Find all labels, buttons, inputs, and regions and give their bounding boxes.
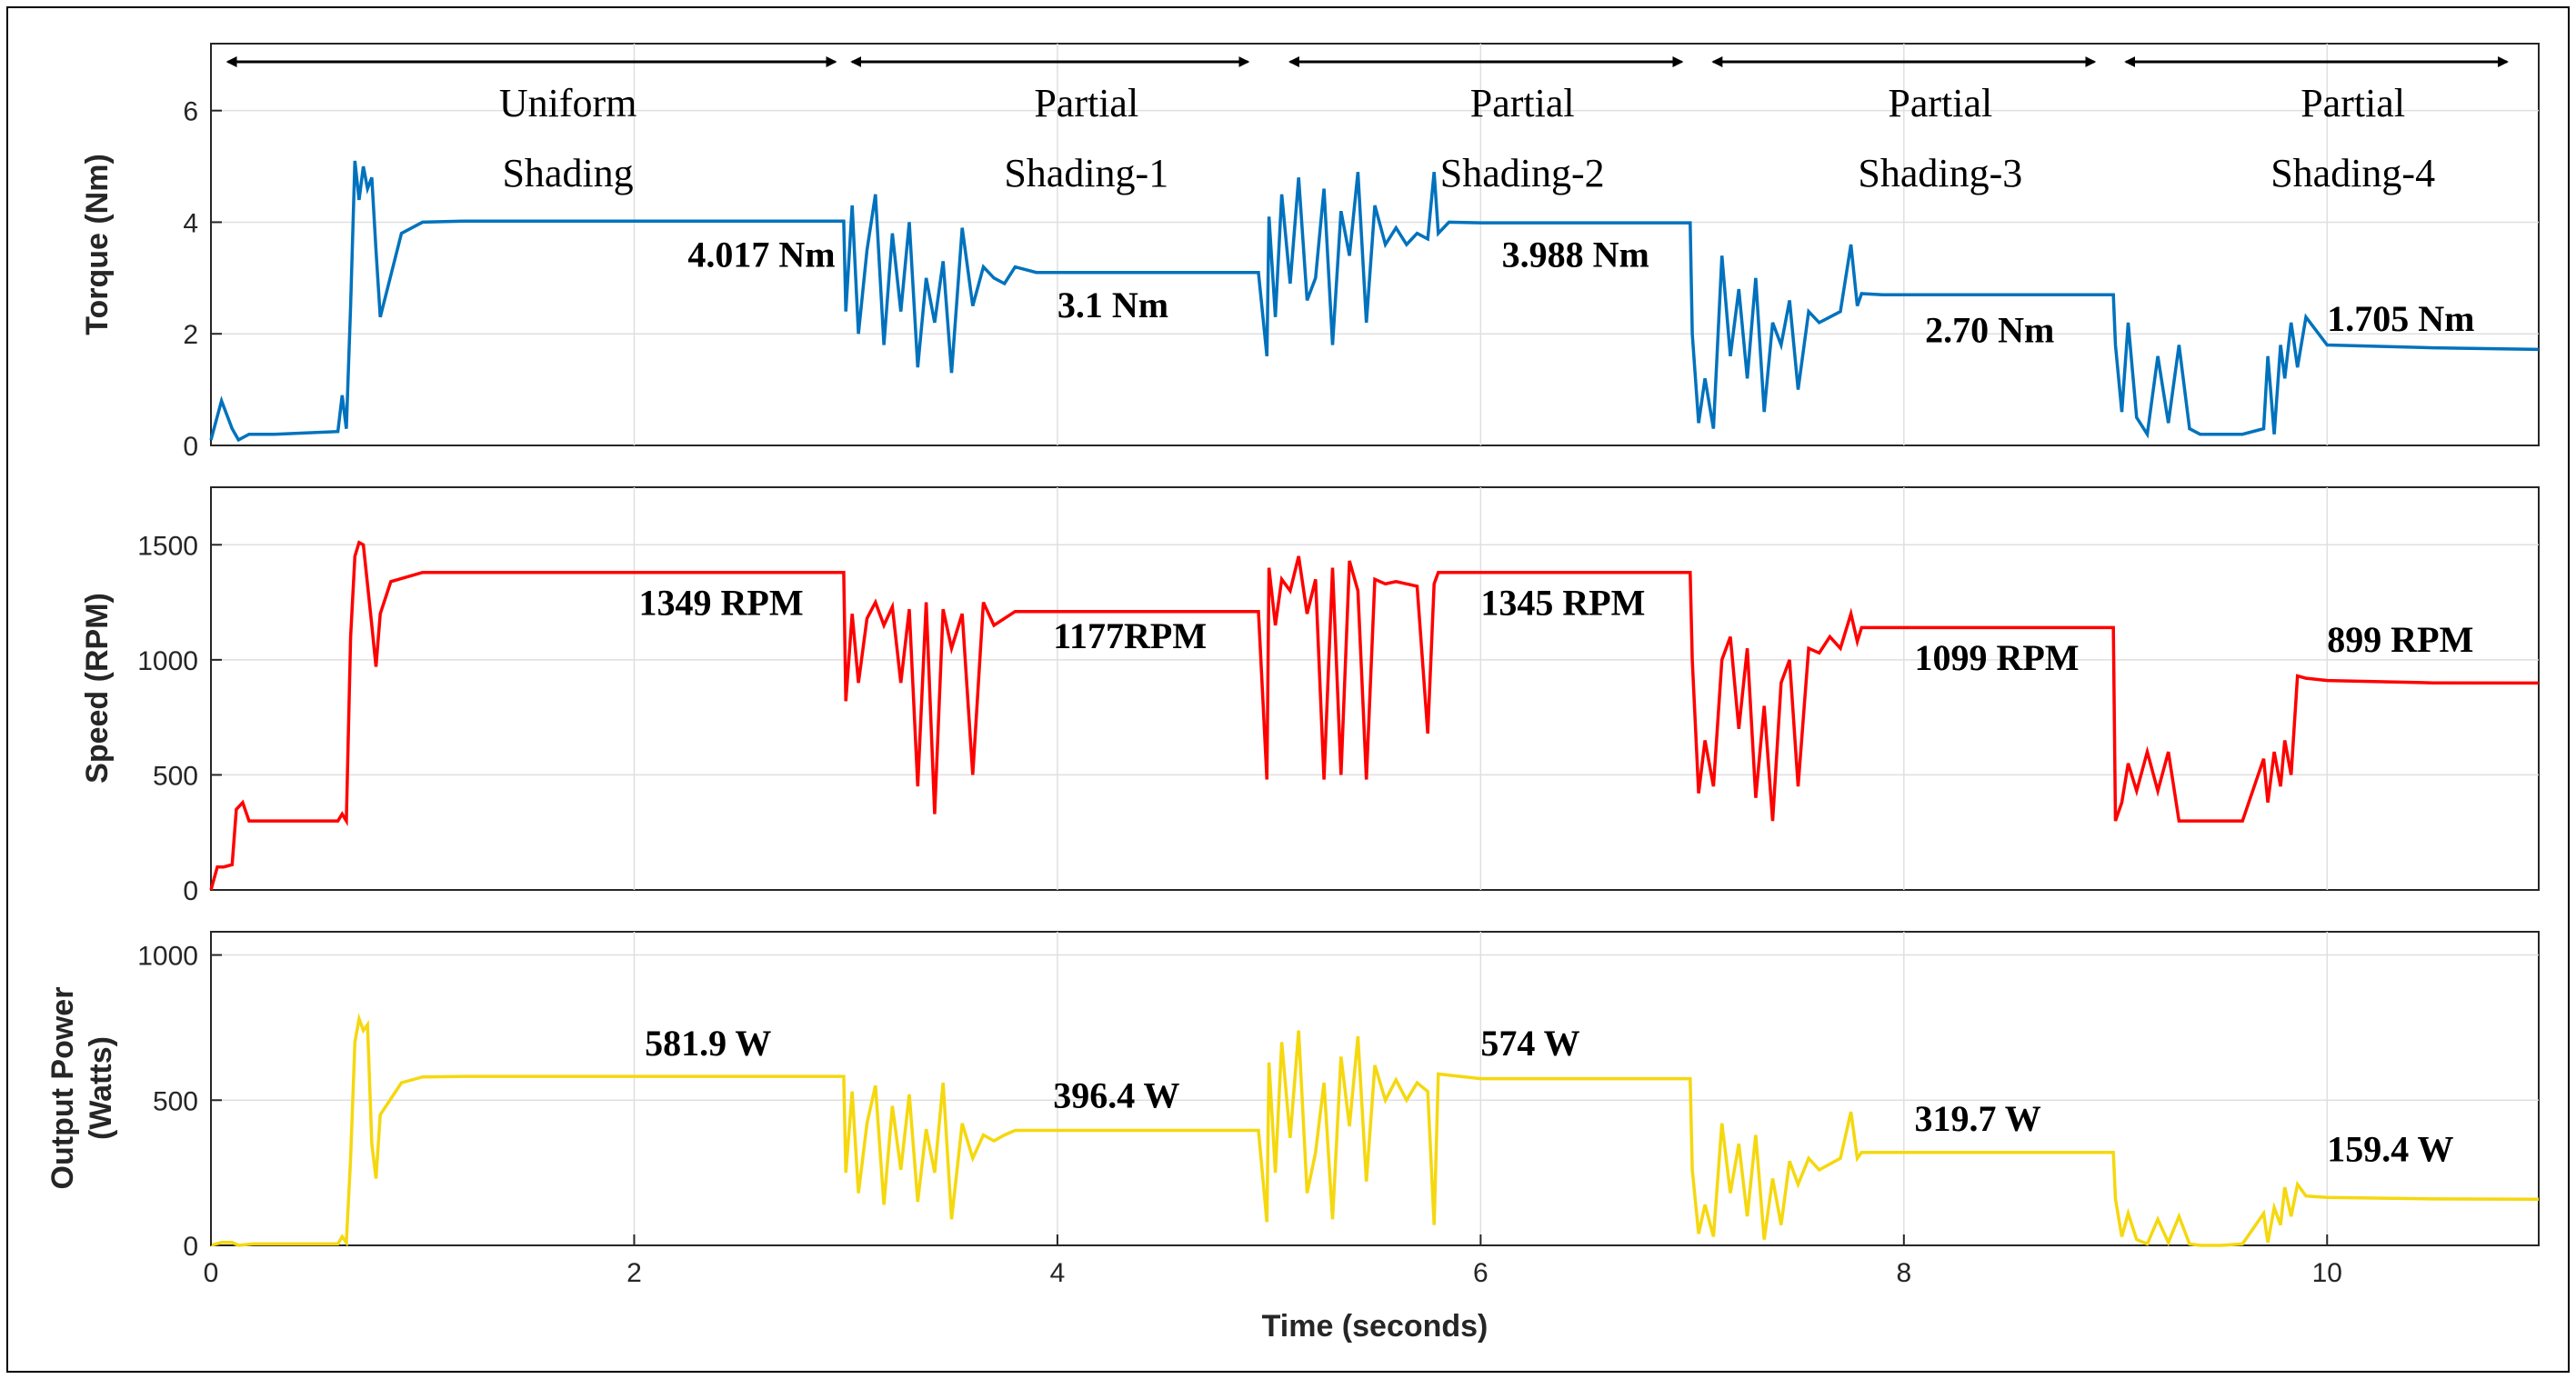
speed-value-annotation: 1349 RPM: [639, 582, 804, 623]
speed-value-annotation: 899 RPM: [2327, 619, 2473, 660]
power-axes: [210, 931, 2540, 1246]
x-axis-ticks: 0 2 4 6 8 10: [204, 1234, 2342, 1288]
x-tick-label: 6: [1473, 1258, 1488, 1288]
torque-value-annotation: 1.705 Nm: [2327, 298, 2474, 339]
x-tick-label: 2: [626, 1258, 642, 1288]
segment-label-line1: Partial: [2300, 81, 2405, 125]
speed-value-annotation: 1177RPM: [1053, 615, 1207, 656]
speed-y-tick-label: 0: [183, 876, 198, 906]
power-annotations: 581.9 W 396.4 W 574 W 319.7 W 159.4 W: [645, 1023, 2453, 1170]
torque-value-annotation: 3.988 Nm: [1502, 235, 1649, 275]
power-value-annotation: 396.4 W: [1053, 1074, 1179, 1115]
power-value-annotation: 319.7 W: [1914, 1098, 2040, 1139]
speed-value-annotation: 1345 RPM: [1480, 582, 1645, 623]
speed-y-tick-label: 1500: [137, 531, 198, 561]
x-tick-label: 0: [204, 1258, 219, 1288]
segment-arrows: Uniform Shading Partial Shading-1 Partial Sha…: [226, 56, 2510, 195]
speed-value-annotation: 1099 RPM: [1914, 637, 2079, 678]
x-tick-label: 8: [1896, 1258, 1911, 1288]
x-axis-label: Time (seconds): [1262, 1309, 1488, 1344]
torque-series-line: [209, 160, 2540, 443]
speed-gridlines: [211, 487, 2539, 890]
torque-value-annotation: 3.1 Nm: [1057, 285, 1168, 325]
torque-annotations: 4.017 Nm 3.1 Nm 3.988 Nm 2.70 Nm 1.705 Nm: [687, 235, 2474, 351]
torque-value-annotation: 2.70 Nm: [1925, 309, 2054, 350]
power-panel: 0 500 1000 581.9 W 396.4 W 574 W 319.7 W 159.4…: [45, 931, 2540, 1262]
torque-y-ticks: 0 2 4 6: [183, 97, 222, 462]
segment-label-line2: Shading-1: [1004, 151, 1168, 195]
torque-panel: Uniform Shading Partial Shading-1 Partial Sha…: [80, 43, 2540, 462]
power-y-label-line2: (Watts): [84, 1036, 118, 1140]
torque-y-tick-label: 6: [183, 97, 198, 127]
segment-label-line2: Shading-2: [1440, 151, 1605, 195]
power-value-annotation: 574 W: [1480, 1023, 1579, 1064]
power-value-annotation: 581.9 W: [645, 1023, 771, 1064]
power-value-annotation: 159.4 W: [2327, 1128, 2453, 1169]
segment-label-line1: Partial: [1034, 81, 1138, 125]
torque-y-tick-label: 0: [183, 432, 198, 462]
speed-y-ticks: 0 500 1000 1500: [137, 531, 222, 906]
segment-label-line1: Partial: [1470, 81, 1575, 125]
power-y-label-line1: Output Power: [45, 987, 80, 1190]
power-y-tick-label: 0: [183, 1232, 198, 1262]
segment-label-line1: Uniform: [499, 81, 637, 125]
power-gridlines: [211, 932, 2539, 1245]
torque-value-annotation: 4.017 Nm: [687, 235, 835, 275]
segment-label-line2: Shading-4: [2270, 151, 2435, 195]
segment-label-line2: Shading: [502, 151, 633, 195]
power-y-tick-label: 500: [153, 1086, 198, 1116]
x-tick-label: 4: [1050, 1258, 1066, 1288]
speed-series-line: [209, 540, 2540, 891]
power-series-line: [210, 1013, 2540, 1247]
power-y-ticks: 0 500 1000: [137, 942, 222, 1262]
torque-y-tick-label: 4: [183, 208, 198, 238]
x-tick-label: 10: [2312, 1258, 2342, 1288]
speed-y-tick-label: 500: [153, 761, 198, 791]
segment-label-line1: Partial: [1888, 81, 1992, 125]
speed-axes: [210, 486, 2540, 891]
segment-label-line2: Shading-3: [1858, 151, 2022, 195]
speed-annotations: 1349 RPM 1177RPM 1345 RPM 1099 RPM 899 RPM: [639, 582, 2474, 678]
speed-y-tick-label: 1000: [137, 646, 198, 676]
torque-y-tick-label: 2: [183, 320, 198, 350]
power-y-tick-label: 1000: [137, 942, 198, 972]
speed-y-label: Speed (RPM): [80, 593, 115, 784]
torque-y-label: Torque (Nm): [80, 154, 115, 335]
speed-panel: 0 500 1000 1500 1349 RPM 1177RPM 1345 RPM 1099…: [80, 486, 2540, 906]
